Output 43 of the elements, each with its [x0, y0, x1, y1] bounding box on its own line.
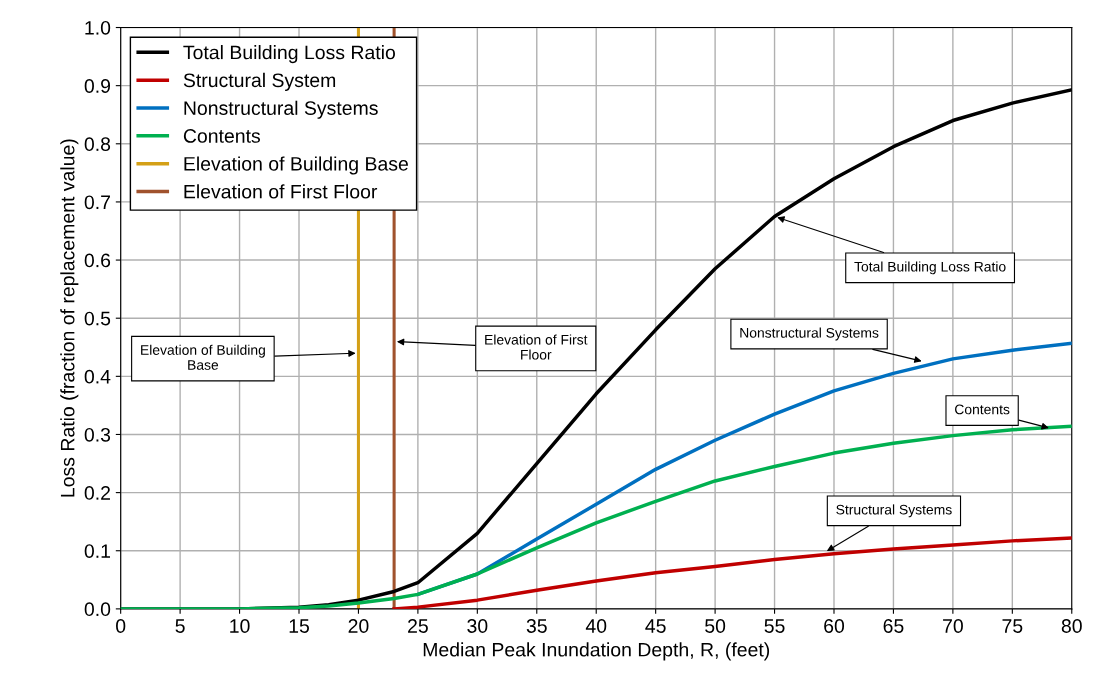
x-tick-label: 10: [230, 619, 250, 633]
x-tick-label: 45: [645, 619, 666, 633]
y-tick-label: 0.1: [84, 544, 110, 558]
y-tick-label: 0.8: [84, 137, 111, 152]
annotation: Elevation of Building Base: [141, 344, 265, 370]
legend-label: Nonstructural Systems: [184, 100, 378, 119]
x-tick-label: 0: [116, 619, 126, 633]
x-tick-label: 80: [1061, 619, 1082, 633]
annotation: Elevation of First Floor: [485, 334, 588, 360]
y-tick-label: 0.4: [84, 369, 111, 384]
ref-line-label: Elevation of First Floor: [184, 184, 378, 199]
legend-label: Structural System: [183, 72, 336, 91]
x-tick-label: 30: [467, 619, 488, 633]
annotation: Total Building Loss Ratio: [854, 261, 1006, 275]
y-tick-label: 0.0: [84, 602, 111, 617]
y-tick-label: 0.9: [84, 79, 111, 93]
x-tick-label: 50: [705, 619, 726, 633]
y-tick-label: 1.0: [85, 20, 111, 35]
legend-label: Contents: [183, 129, 261, 143]
line-series: [392, 536, 1072, 609]
annotation: Structural Systems: [836, 504, 952, 518]
annotation: Nonstructural Systems: [740, 327, 879, 341]
ref-line-label: Elevation of Building Base: [184, 156, 408, 175]
x-tick-label: 5: [175, 619, 185, 633]
x-tick-label: 15: [289, 619, 309, 633]
x-tick-label: 75: [1002, 619, 1023, 633]
x-axis-title: Median Peak Inundation Depth, R, (feet): [423, 642, 770, 661]
x-tick-label: 60: [824, 619, 845, 633]
y-tick-label: 0.2: [84, 486, 110, 500]
y-tick-label: 0.5: [84, 311, 111, 326]
annotation: Contents: [955, 404, 1010, 415]
y-axis-title: Loss Ratio (fraction of replacement value): [60, 139, 79, 497]
y-tick-label: 0.6: [84, 253, 111, 268]
x-tick-label: 25: [408, 619, 428, 633]
legend-label: Total Building Loss Ratio: [183, 45, 395, 64]
y-tick-label: 0.3: [84, 427, 111, 442]
x-tick-label: 40: [585, 619, 607, 633]
y-tick-label: 0.7: [84, 195, 110, 210]
x-tick-label: 55: [764, 619, 785, 633]
x-tick-label: 70: [943, 619, 963, 633]
x-tick-label: 65: [883, 619, 904, 633]
x-tick-label: 35: [526, 619, 547, 633]
x-tick-label: 20: [348, 619, 369, 633]
